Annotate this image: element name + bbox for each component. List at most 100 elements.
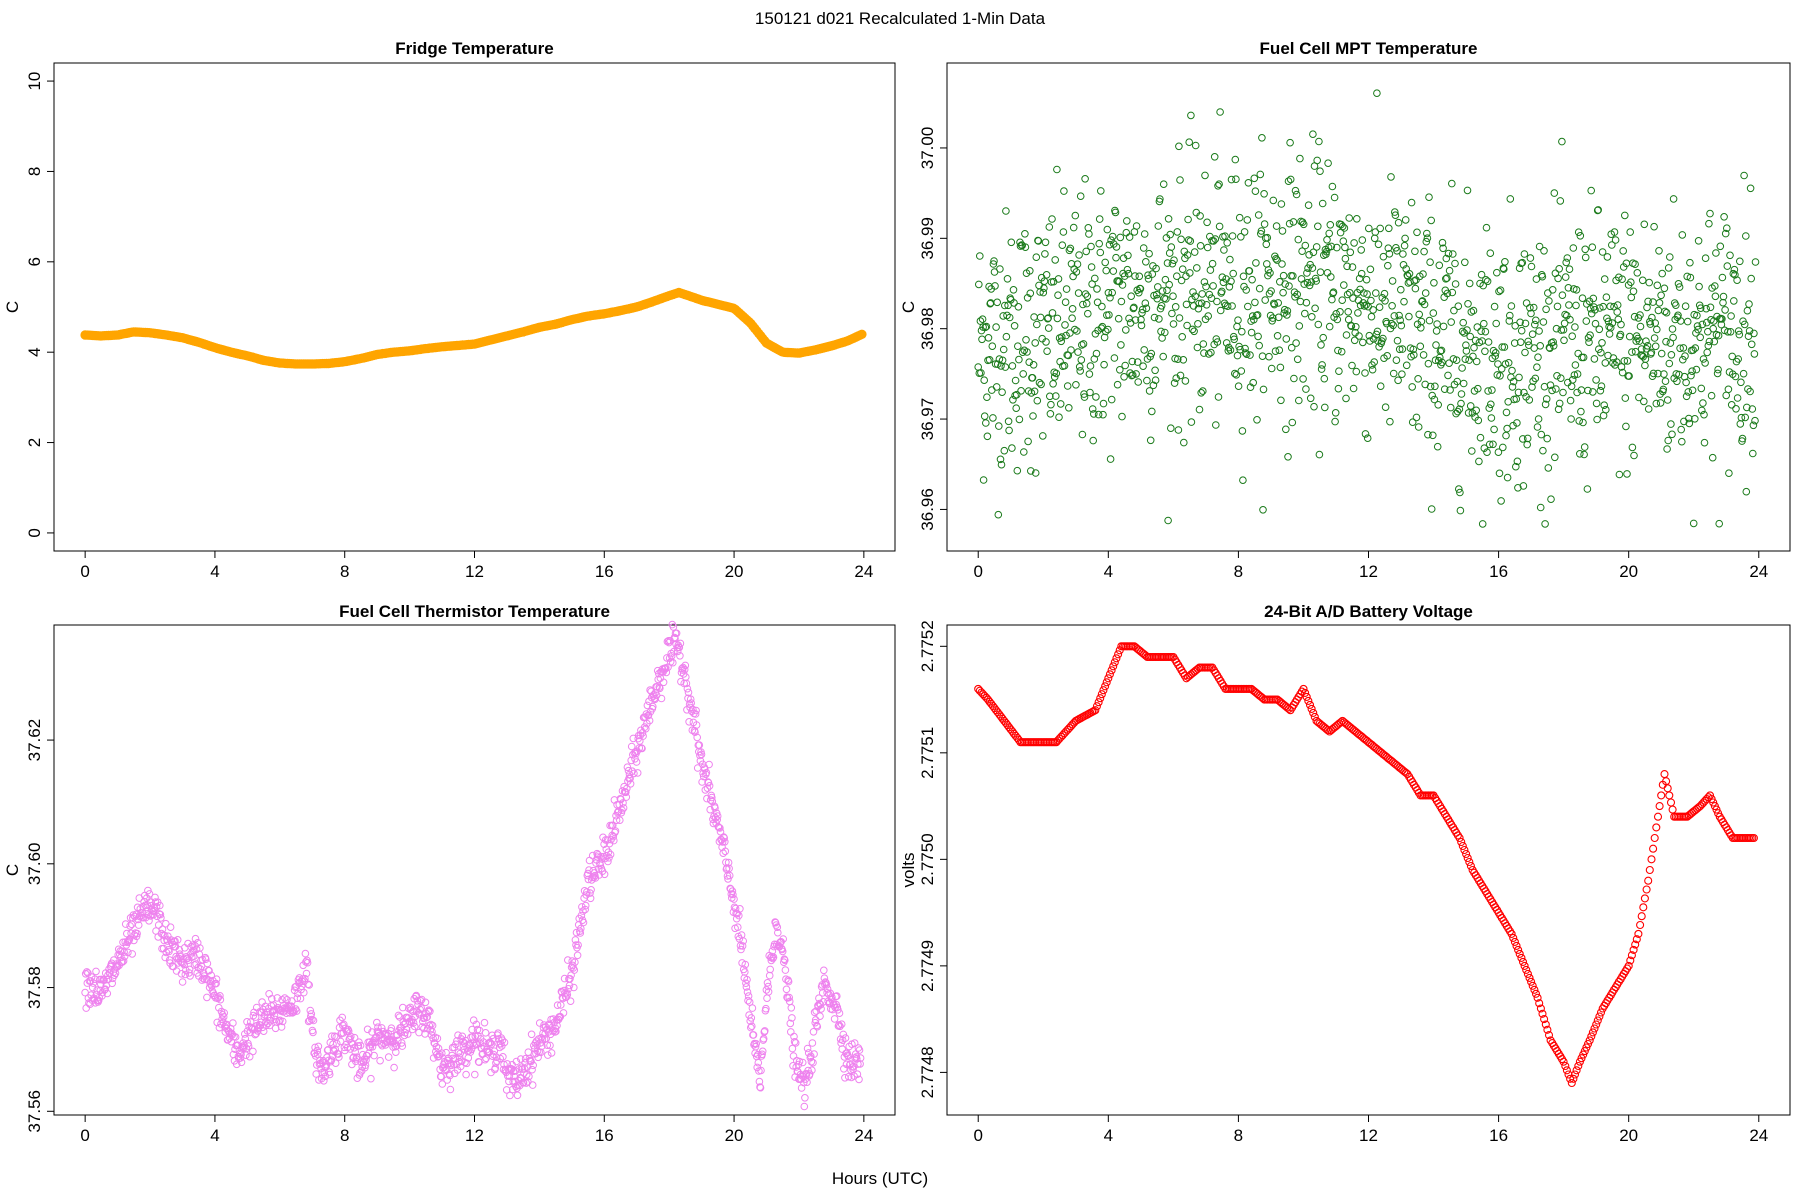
data-point: [416, 1005, 424, 1014]
data-point: [1727, 401, 1736, 409]
data-point: [1566, 1074, 1575, 1083]
data-point: [680, 665, 689, 674]
data-point: [649, 702, 657, 711]
data-point: [178, 958, 186, 967]
data-point: [207, 971, 215, 980]
data-point: [1263, 233, 1272, 242]
y-tick-label: 36.96: [918, 488, 937, 531]
data-point: [309, 1028, 317, 1037]
data-point: [1664, 436, 1672, 445]
data-point: [1521, 348, 1529, 357]
data-point: [1618, 368, 1627, 377]
data-point: [1573, 388, 1581, 397]
data-point: [1741, 413, 1749, 422]
data-point: [1509, 377, 1518, 386]
data-point: [1541, 1020, 1550, 1029]
data-point: [1640, 397, 1648, 406]
data-point: [1389, 321, 1397, 330]
data-point: [1164, 516, 1172, 525]
data-point: [1562, 1066, 1571, 1075]
data-point: [1749, 833, 1758, 843]
data-point: [688, 707, 696, 716]
data-point: [1191, 141, 1200, 150]
data-point: [1384, 244, 1393, 252]
data-point: [1649, 369, 1658, 378]
data-point: [1196, 242, 1205, 250]
data-point: [1181, 377, 1190, 385]
data-point: [1581, 253, 1590, 262]
data-point: [855, 1046, 864, 1054]
data-point: [1387, 319, 1396, 328]
data-point: [1638, 276, 1647, 285]
data-point: [1660, 284, 1669, 293]
data-point: [1195, 299, 1203, 308]
data-point: [611, 827, 620, 835]
data-point: [1093, 298, 1102, 307]
data-point: [1694, 325, 1702, 334]
data-point: [1216, 306, 1225, 315]
data-point: [1144, 275, 1153, 283]
data-point: [1054, 275, 1063, 283]
x-tick-label: 8: [1234, 562, 1243, 581]
data-point: [293, 994, 302, 1003]
data-point: [1519, 435, 1527, 443]
data-point: [787, 1004, 796, 1012]
data-point: [1686, 258, 1694, 267]
data-point: [1274, 313, 1283, 322]
data-point: [1292, 339, 1300, 347]
data-point: [1357, 246, 1365, 254]
data-point: [1306, 394, 1315, 403]
data-point: [801, 1094, 809, 1102]
data-point: [1704, 341, 1713, 350]
data-point: [1608, 241, 1616, 249]
data-point: [1353, 215, 1361, 223]
data-point: [1187, 418, 1196, 426]
data-point: [1549, 338, 1557, 346]
data-point: [1211, 235, 1220, 243]
data-point: [1672, 301, 1680, 310]
data-point: [697, 750, 706, 759]
data-point: [800, 1102, 809, 1111]
data-point: [398, 1042, 407, 1050]
data-point: [983, 432, 992, 441]
data-point: [856, 1060, 864, 1068]
data-point: [1608, 319, 1617, 327]
data-point: [1159, 352, 1167, 361]
data-point: [1284, 177, 1293, 185]
x-tick-label: 16: [1489, 1126, 1508, 1145]
data-point: [765, 971, 774, 980]
data-point: [1269, 314, 1277, 322]
data-point: [1060, 361, 1069, 370]
data-point: [1544, 464, 1553, 472]
data-point: [1315, 137, 1323, 146]
data-point: [162, 919, 170, 928]
data-point: [196, 944, 204, 952]
data-point: [283, 996, 291, 1004]
data-point: [1026, 267, 1034, 275]
data-point: [320, 1077, 328, 1085]
data-point: [1329, 288, 1338, 297]
data-point: [1383, 352, 1391, 360]
data-point: [1161, 275, 1170, 284]
data-point: [216, 995, 225, 1004]
data-point: [244, 1042, 253, 1050]
data-point: [1175, 142, 1183, 151]
data-point: [1325, 229, 1333, 238]
data-point: [1250, 315, 1258, 324]
data-point: [384, 1053, 393, 1061]
data-point: [1234, 316, 1242, 325]
data-point: [1166, 230, 1174, 239]
data-point: [1498, 343, 1506, 351]
data-point: [681, 661, 690, 670]
data-point: [604, 857, 612, 866]
data-point: [1092, 702, 1101, 711]
data-point: [1644, 405, 1653, 413]
data-point: [1169, 292, 1177, 301]
data-point: [1673, 377, 1681, 386]
data-point: [1572, 286, 1581, 294]
data-point: [1658, 269, 1666, 278]
data-point: [1310, 402, 1318, 411]
data-point: [1079, 340, 1088, 348]
data-point: [350, 1044, 358, 1052]
data-point: [1230, 335, 1238, 344]
